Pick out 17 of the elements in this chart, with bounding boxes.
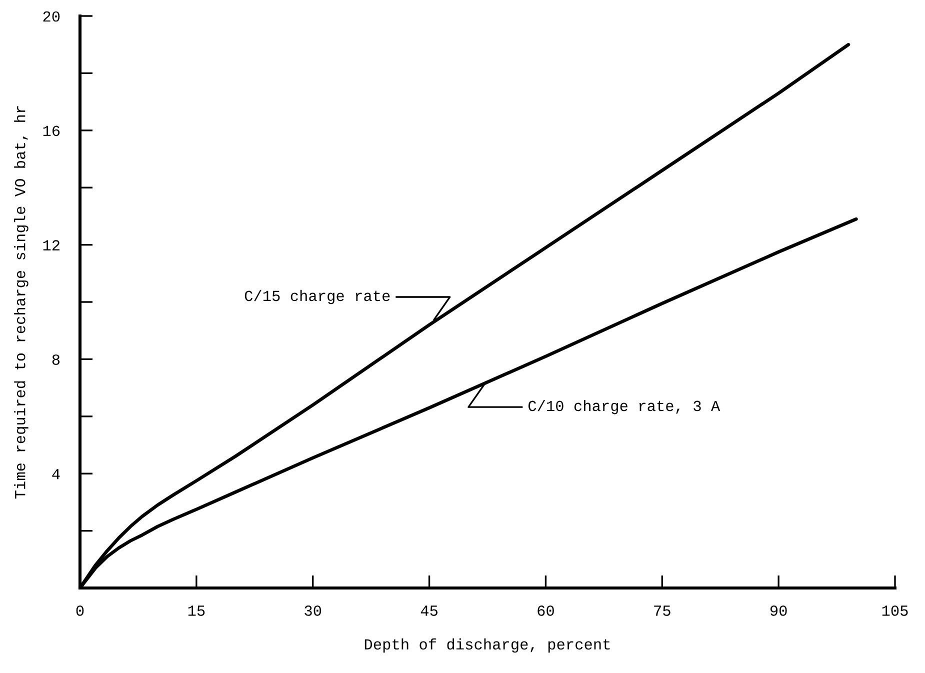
- y-tick-label: 20: [43, 11, 60, 22]
- y-tick-label: 16: [43, 126, 60, 136]
- x-tick-label: 90: [770, 606, 787, 616]
- x-tick-label: 105: [882, 606, 908, 616]
- y-axis-title: Time required to recharge single VO bat, hr: [14, 106, 28, 499]
- x-tick-label: 60: [538, 606, 554, 616]
- x-axis-title: Depth of discharge, percent: [364, 638, 610, 653]
- annotation: C/15 charge rate: [244, 290, 390, 304]
- x-tick-label: 0: [76, 606, 84, 616]
- y-tick-label: 12: [43, 240, 60, 250]
- x-tick-label: 45: [420, 606, 438, 616]
- y-tick-label: 4: [52, 469, 60, 480]
- x-tick-label: 30: [304, 606, 322, 616]
- annotation: C/10 charge rate, 3 A: [528, 400, 720, 414]
- y-tick-label: 8: [52, 354, 60, 365]
- x-tick-label: 75: [654, 606, 670, 616]
- x-tick-label: 15: [188, 606, 205, 616]
